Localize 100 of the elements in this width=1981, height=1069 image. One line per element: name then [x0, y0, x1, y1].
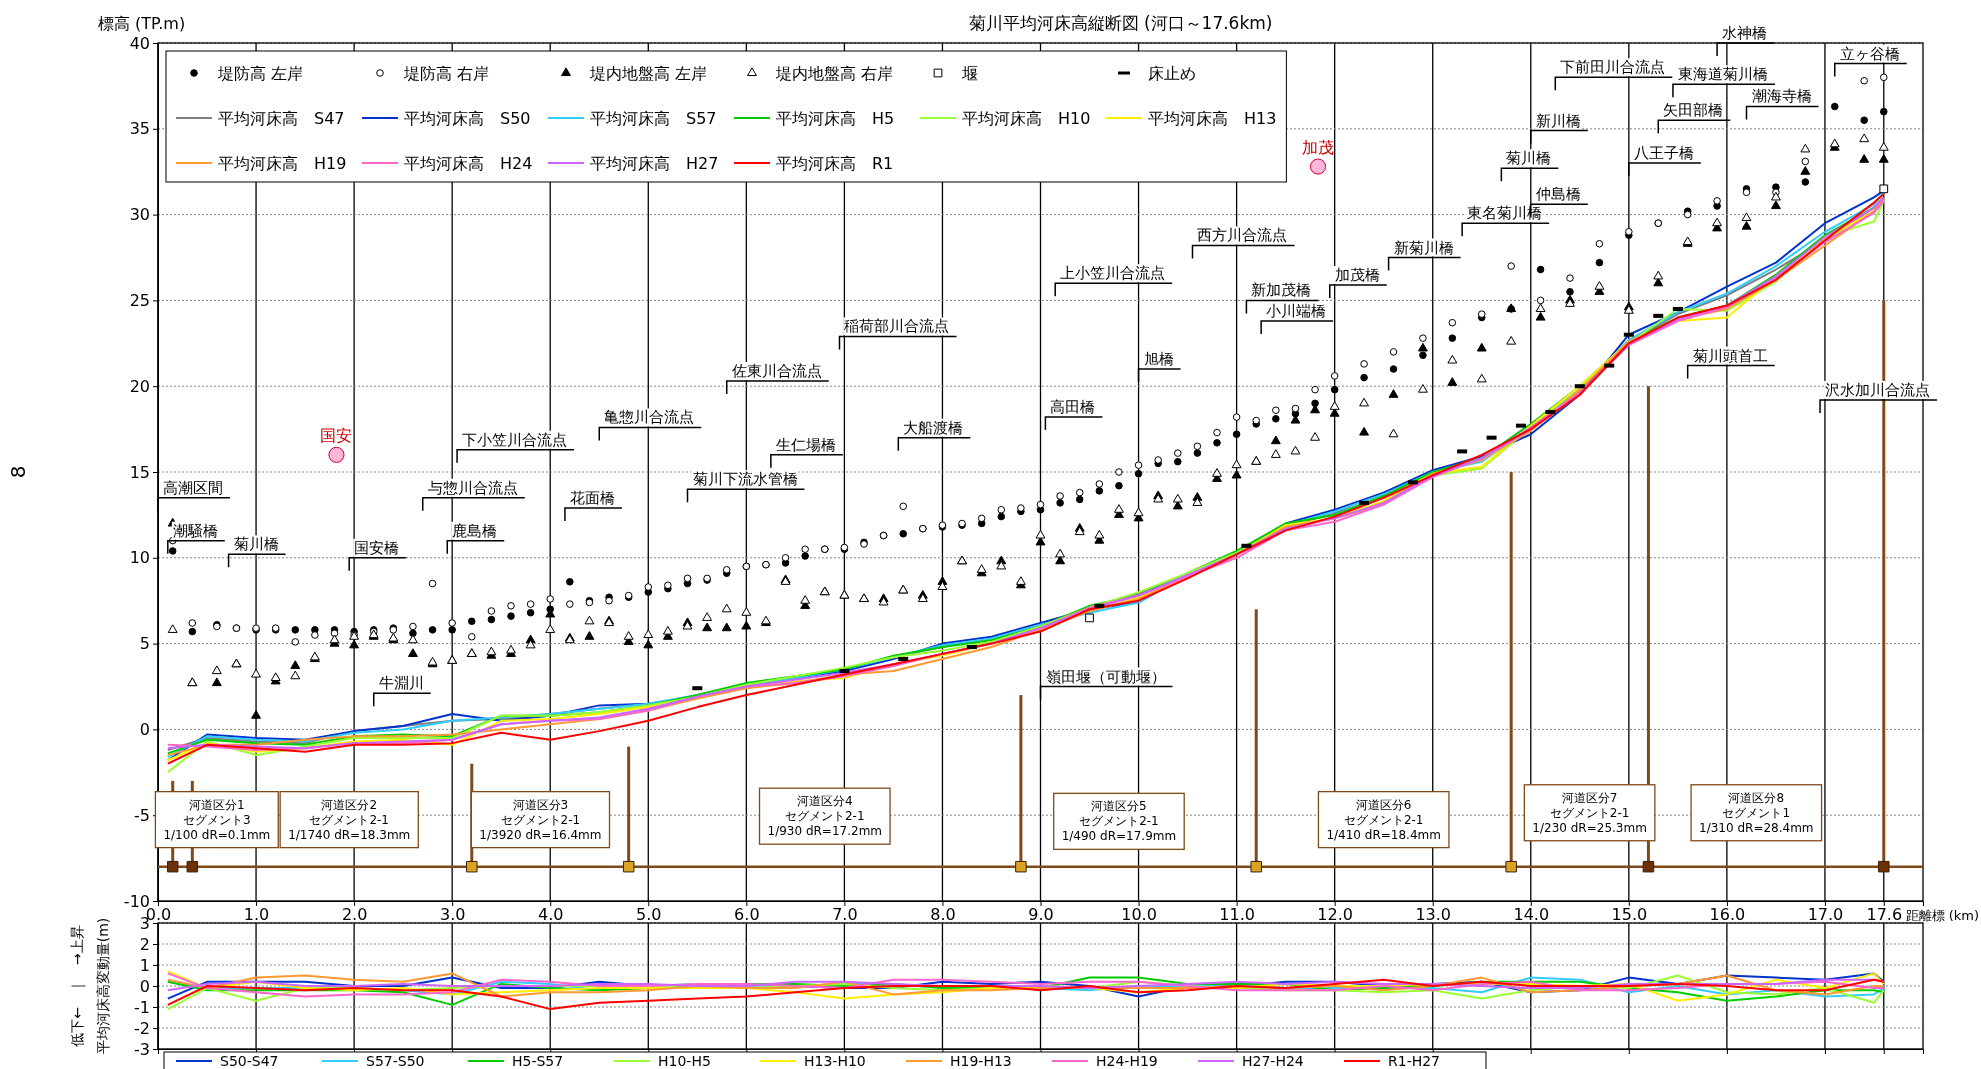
x-tick-label: 2.0: [341, 905, 368, 925]
annotation: 稲荷部川合流点: [844, 317, 950, 336]
y-tick-label: -1: [134, 997, 150, 1017]
annotation: 生仁場橋: [775, 435, 836, 454]
annotation: 与惣川合流点: [427, 478, 518, 497]
x-tick-label: 5.0: [636, 905, 662, 925]
legend-label: 堰: [961, 64, 978, 83]
legend-label: 平均河床高 H24: [404, 154, 533, 173]
x-tick-label: 6.0: [734, 905, 760, 925]
annotation: 新川橋: [1535, 111, 1581, 130]
annotation: 鹿島橋: [452, 521, 498, 540]
legend-label: 平均河床高 H27: [590, 154, 719, 173]
y-tick-label: 0: [139, 720, 150, 740]
annotation: 菊川橋: [233, 535, 279, 554]
legend-label: H19-H13: [950, 1053, 1012, 1069]
legend-label: 堤防高 左岸: [217, 64, 304, 83]
y-tick-label: -5: [134, 805, 150, 825]
annotation: 上小笠川合流点: [1060, 264, 1166, 283]
legend-label: 平均河床高 H5: [776, 109, 895, 128]
annotation: 潮騒橋: [172, 521, 218, 540]
annotation: 沢水加川合流点: [1825, 380, 1931, 399]
annotation: 河道区分1 セグメント3 1/100 dR=0.1mm: [163, 797, 271, 842]
y-tick-label: 1: [139, 955, 150, 975]
legend-label: 平均河床高 S50: [404, 109, 531, 128]
annotation: 佐東川合流点: [731, 362, 822, 381]
legend-label: 平均河床高 H19: [218, 154, 347, 173]
x-tick-label: 15.0: [1611, 905, 1648, 925]
x-tick-label: 14.0: [1513, 905, 1550, 925]
annotation: 河道区分6 セグメント2-1 1/410 dR=18.4mm: [1326, 797, 1441, 842]
y-tick-label: 2: [139, 934, 150, 954]
legend-label: 堤内地盤高 左岸: [589, 64, 708, 83]
x-tick-label: 11.0: [1219, 905, 1255, 925]
y-tick-label: 20: [129, 376, 150, 396]
annotation: 大船渡橋: [903, 418, 964, 437]
x-tick-label: 16.0: [1709, 905, 1746, 925]
x-axis-title: 距離標 (km): [1905, 908, 1979, 923]
x-tick-label: 7.0: [832, 905, 858, 925]
point: [186, 860, 199, 873]
point: [1250, 860, 1262, 873]
annotation: 東名菊川橋: [1467, 204, 1543, 223]
annotation: 仲島橋: [1535, 185, 1581, 204]
legend-label: H10-H5: [658, 1053, 711, 1069]
legend-label: 堤内地盤高 右岸: [775, 64, 894, 83]
x-tick-label: 13.0: [1415, 905, 1452, 925]
legend-label: 堤防高 右岸: [403, 64, 490, 83]
point: [622, 860, 635, 873]
y-tick-label: 25: [129, 291, 150, 311]
point: [328, 446, 345, 463]
annotation: 下小笠川合流点: [462, 430, 568, 449]
x-tick-label: 8.0: [930, 905, 956, 925]
x-tick-label: 9.0: [1028, 905, 1054, 925]
point: [166, 860, 179, 873]
point: [1878, 860, 1890, 873]
x-tick-label: 17.6: [1866, 905, 1903, 925]
annotation: 新加茂橋: [1251, 281, 1312, 300]
y-tick-label: -3: [134, 1039, 150, 1059]
chart-title: 菊川平均河床高縦断図 (河口～17.6km): [968, 13, 1273, 33]
annotation: 河道区分5 セグメント2-1 1/490 dR=17.9mm: [1061, 799, 1177, 844]
legend-label: R1-H27: [1388, 1053, 1441, 1069]
x-tick-label: 3.0: [439, 905, 466, 925]
annotation: 菊川頭首工: [1692, 346, 1768, 365]
annotation: 国安橋: [354, 538, 400, 557]
annotation: 西方川合流点: [1197, 226, 1288, 245]
legend-label: H27-H24: [1242, 1053, 1304, 1069]
y-tick-label: 30: [129, 205, 150, 225]
y-tick-label: 35: [129, 119, 150, 139]
x-tick-label: 17.0: [1807, 905, 1844, 925]
annotation: 嶺田堰（可動堰）: [1045, 667, 1166, 686]
y-tick-label: 15: [129, 462, 150, 482]
annotation: 潮海寺橋: [1751, 87, 1812, 106]
annotation: 菊川橋: [1506, 149, 1552, 168]
text: 低下← ｜ →上昇: [69, 925, 86, 1047]
annotation: 八王子橋: [1633, 144, 1694, 163]
annotation: 河道区分8 セグメント1 1/310 dR=28.4mm: [1699, 790, 1814, 835]
legend-label: H5-S57: [512, 1053, 564, 1069]
annotation: 下前田川合流点: [1560, 58, 1666, 77]
x-tick-label: 1.0: [243, 905, 270, 925]
y-tick-label: 10: [129, 548, 150, 568]
text: 水神橋: [1722, 24, 1768, 42]
legend-label: S57-S50: [366, 1053, 425, 1069]
legend-label: 平均河床高 S47: [218, 109, 345, 128]
point: [1309, 158, 1327, 175]
annotation: 河道区分3 セグメント2-1 1/3920 dR=16.4mm: [479, 797, 602, 842]
annotation: 河道区分7 セグメント2-1 1/230 dR=25.3mm: [1532, 790, 1647, 835]
y-tick-label: 5: [139, 634, 150, 654]
y-axis-title: 平均河床高変動量(m): [95, 917, 111, 1055]
y-tick-label: 0: [139, 976, 150, 996]
x-tick-label: 4.0: [538, 905, 564, 925]
y-axis-title: 標高 (TP.m): [98, 14, 186, 33]
annotation: 高潮区間: [163, 478, 223, 497]
legend-label: 床止め: [1148, 64, 1196, 83]
annotation: 小川端橋: [1266, 301, 1327, 320]
annotation: 牛淵川: [378, 674, 424, 693]
annotation: 旭橋: [1143, 350, 1174, 369]
annotation: 矢田部橋: [1663, 101, 1724, 120]
x-tick-label: 10.0: [1121, 905, 1157, 925]
annotation: 東海道菊川橋: [1677, 65, 1768, 84]
y-tick-label: 40: [129, 33, 150, 53]
annotation: 菊川下流水管橋: [692, 470, 798, 489]
annotation: 加茂橋: [1334, 265, 1380, 284]
